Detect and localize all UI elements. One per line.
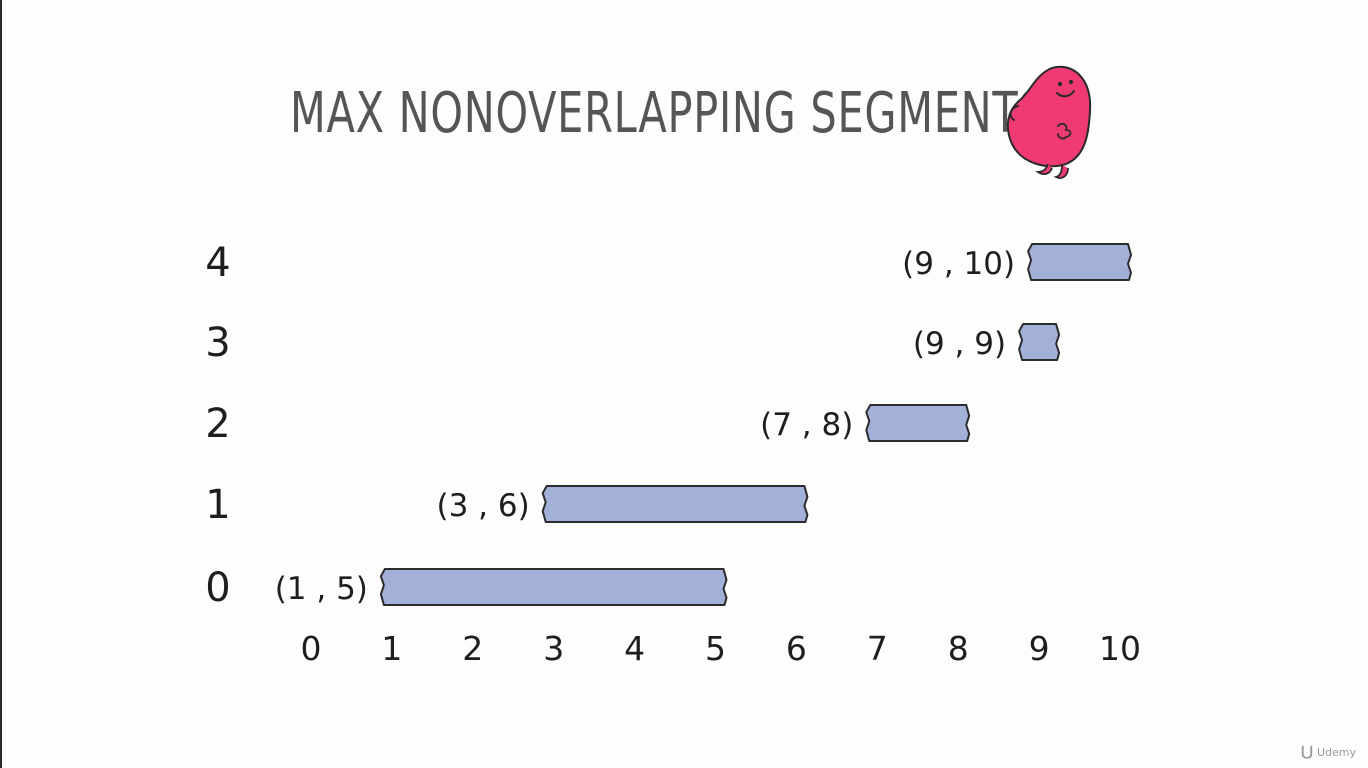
segment-bar	[1027, 243, 1132, 281]
segment-label: (1 , 5)	[275, 571, 368, 607]
y-tick-label: 1	[205, 482, 230, 528]
x-tick-label: 6	[786, 629, 807, 668]
segment-label: (9 , 9)	[913, 326, 1006, 362]
x-tick-label: 2	[462, 629, 483, 668]
x-tick-label: 7	[867, 629, 888, 668]
x-tick-label: 3	[543, 629, 564, 668]
y-tick-label: 0	[205, 565, 230, 611]
x-tick-label: 10	[1099, 629, 1141, 668]
x-tick-label: 5	[705, 629, 726, 668]
y-tick-label: 2	[205, 401, 230, 447]
x-tick-label: 0	[301, 629, 322, 668]
segment-bar	[541, 485, 809, 523]
watermark: ⋃ Udemy	[1301, 744, 1356, 760]
segment-label: (9 , 10)	[902, 246, 1015, 282]
udemy-logo-icon: ⋃	[1301, 744, 1313, 760]
segment-bar	[379, 568, 728, 606]
segment-bar	[1018, 323, 1061, 361]
pink-blob-mascot-icon	[1006, 65, 1092, 179]
segment-bar	[865, 404, 971, 442]
x-tick-label: 9	[1029, 629, 1050, 668]
segment-label: (3 , 6)	[436, 488, 529, 524]
segment-label: (7 , 8)	[760, 407, 853, 443]
y-tick-label: 3	[205, 320, 230, 366]
x-tick-label: 8	[948, 629, 969, 668]
watermark-text: Udemy	[1316, 745, 1356, 759]
y-tick-label: 4	[205, 240, 230, 286]
x-tick-label: 1	[381, 629, 402, 668]
x-tick-label: 4	[624, 629, 645, 668]
